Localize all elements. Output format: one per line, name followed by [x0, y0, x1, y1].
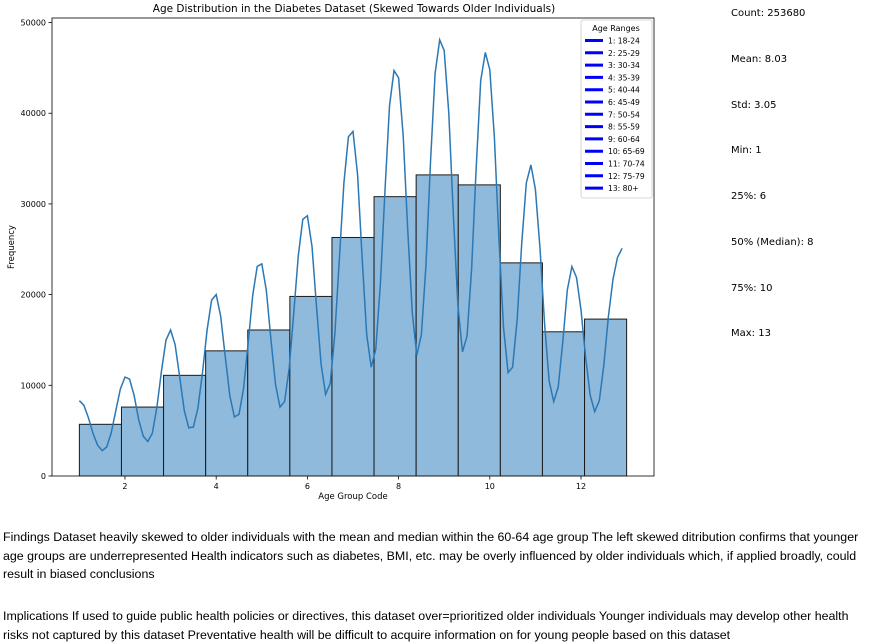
- legend-entry: 2: 25-29: [608, 49, 640, 58]
- stat-q25: 25%: 6: [731, 191, 767, 202]
- legend-entry: 10: 65-69: [608, 147, 645, 156]
- chart-title: Age Distribution in the Diabetes Dataset…: [153, 3, 555, 15]
- chart-area: Age Distribution in the Diabetes Dataset…: [7, 3, 655, 502]
- x-axis-label: Age Group Code: [318, 492, 387, 502]
- legend-entry: 13: 80+: [608, 184, 639, 193]
- legend-entry: 12: 75-79: [608, 172, 645, 181]
- legend-entry: 4: 35-39: [608, 73, 640, 82]
- histogram-bar: [373, 196, 417, 477]
- stat-max: Max: 13: [731, 328, 771, 339]
- legend-entry: 6: 45-49: [608, 98, 640, 107]
- y-tick-label: 40000: [21, 109, 46, 118]
- stat-median: 50% (Median): 8: [731, 237, 814, 248]
- legend-entry: 8: 55-59: [608, 123, 640, 132]
- legend-title: Age Ranges: [592, 24, 640, 33]
- legend-entry: 7: 50-54: [608, 110, 640, 119]
- legend-entry: 11: 70-74: [608, 160, 645, 169]
- histogram-bar: [78, 423, 122, 477]
- histogram-bar: [499, 262, 543, 477]
- legend: Age Ranges 1: 18-24 2: 25-29 3: 30-34 4: 35…: [580, 19, 653, 199]
- x-tick-label: 12: [576, 482, 586, 491]
- y-tick-label: 30000: [21, 200, 46, 209]
- legend-items: 1: 18-24 2: 25-29 3: 30-34 4: 35-39 5: 40-44…: [585, 37, 645, 193]
- legend-entry: 1: 18-24: [608, 37, 640, 46]
- legend-entry: 9: 60-64: [608, 135, 640, 144]
- x-tick-label: 6: [305, 482, 310, 491]
- stat-count: Count: 253680: [731, 8, 806, 19]
- histogram-bar: [457, 184, 501, 477]
- stat-std: Std: 3.05: [731, 100, 777, 111]
- y-tick-label: 20000: [21, 291, 46, 300]
- y-tick-label: 10000: [21, 381, 46, 390]
- histogram-bar: [541, 331, 586, 477]
- implications-text: Implications If used to guide public hea…: [3, 609, 849, 642]
- histogram-bar: [415, 174, 459, 477]
- bars: [78, 174, 628, 477]
- y-axis: 0 10000 20000 30000 40000 50000: [21, 19, 52, 481]
- stat-mean: Mean: 8.03: [731, 54, 788, 65]
- y-tick-label: 0: [41, 472, 46, 481]
- x-tick-label: 8: [396, 482, 401, 491]
- stat-q75: 75%: 10: [731, 283, 773, 294]
- y-tick-label: 50000: [21, 19, 46, 28]
- y-axis-label: Frequency: [7, 225, 17, 269]
- legend-entry: 3: 30-34: [608, 61, 640, 70]
- findings-text: Findings Dataset heavily skewed to older…: [3, 530, 859, 581]
- kde-line: [78, 36, 623, 452]
- histogram-bar: [289, 295, 333, 477]
- x-tick-label: 2: [122, 482, 127, 491]
- x-axis: 2 4 6 8 10 12: [122, 476, 586, 491]
- x-tick-label: 4: [214, 482, 219, 491]
- histogram-bar: [163, 374, 207, 477]
- histogram-chart: Age Distribution in the Diabetes Dataset…: [7, 3, 655, 502]
- x-tick-label: 10: [485, 482, 495, 491]
- histogram-bar: [120, 406, 165, 477]
- legend-entry: 5: 40-44: [608, 86, 640, 95]
- stat-min: Min: 1: [731, 145, 762, 156]
